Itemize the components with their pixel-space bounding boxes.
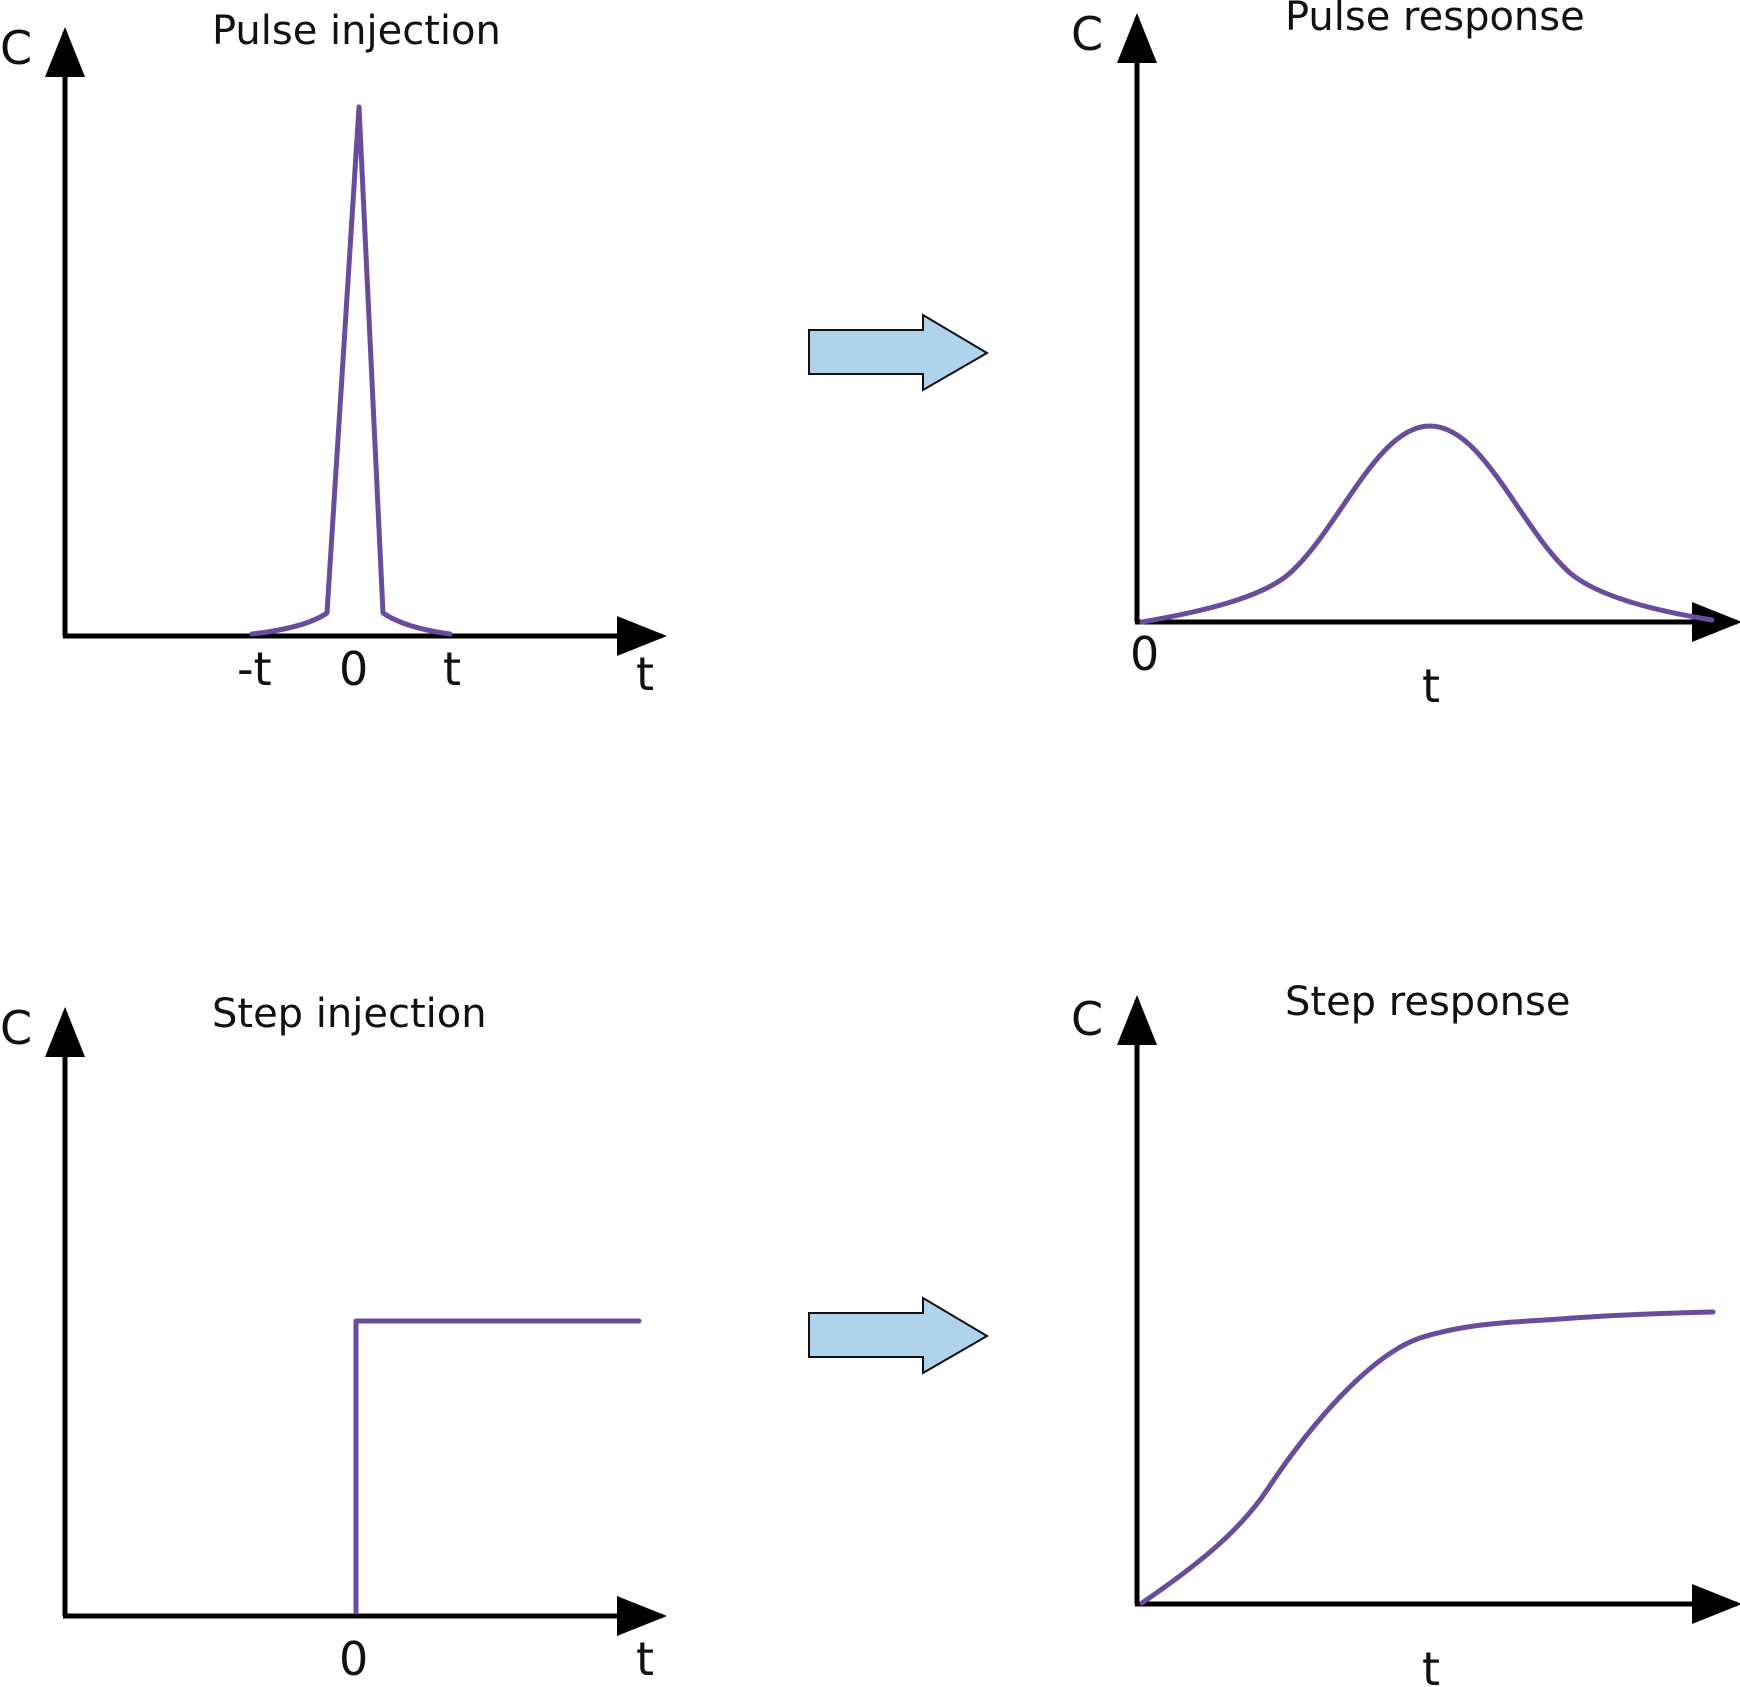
pulse-injection-x-label: t bbox=[636, 647, 654, 701]
pulse-response-origin: 0 bbox=[1130, 627, 1159, 681]
pulse-injection-tick-t: t bbox=[443, 642, 461, 696]
step-response-title: Step response bbox=[1285, 979, 1570, 1025]
step-injection-y-label: C bbox=[0, 1001, 32, 1055]
pulse-response-curve bbox=[1139, 423, 1715, 625]
pulse-injection-tick-neg-t: -t bbox=[237, 642, 272, 696]
panel-step-injection: Step injection C 0 t bbox=[0, 991, 667, 1686]
step-response-x-label: t bbox=[1422, 1642, 1440, 1687]
pulse-injection-curve bbox=[249, 104, 453, 637]
panel-pulse-response: Pulse response C 0 t bbox=[1071, 0, 1740, 713]
panel-step-response: Step response C t bbox=[1071, 979, 1740, 1687]
step-response-y-label: C bbox=[1071, 992, 1103, 1046]
pulse-response-title: Pulse response bbox=[1285, 0, 1585, 40]
step-injection-x-label: t bbox=[636, 1632, 654, 1686]
panel-pulse-injection: Pulse injection C -t 0 t t bbox=[0, 8, 667, 701]
pulse-injection-y-label: C bbox=[0, 21, 32, 75]
pulse-injection-title: Pulse injection bbox=[212, 8, 501, 54]
right-arrow-icon bbox=[808, 313, 989, 392]
step-response-curve bbox=[1139, 1309, 1716, 1606]
step-injection-curve bbox=[353, 1318, 642, 1615]
pulse-response-y-label: C bbox=[1071, 7, 1103, 61]
step-injection-title: Step injection bbox=[212, 991, 487, 1037]
pulse-injection-tick-0: 0 bbox=[339, 642, 368, 696]
step-injection-tick-0: 0 bbox=[339, 1632, 368, 1686]
pulse-response-x-label: t bbox=[1422, 659, 1440, 713]
right-arrow-icon bbox=[808, 1296, 989, 1375]
